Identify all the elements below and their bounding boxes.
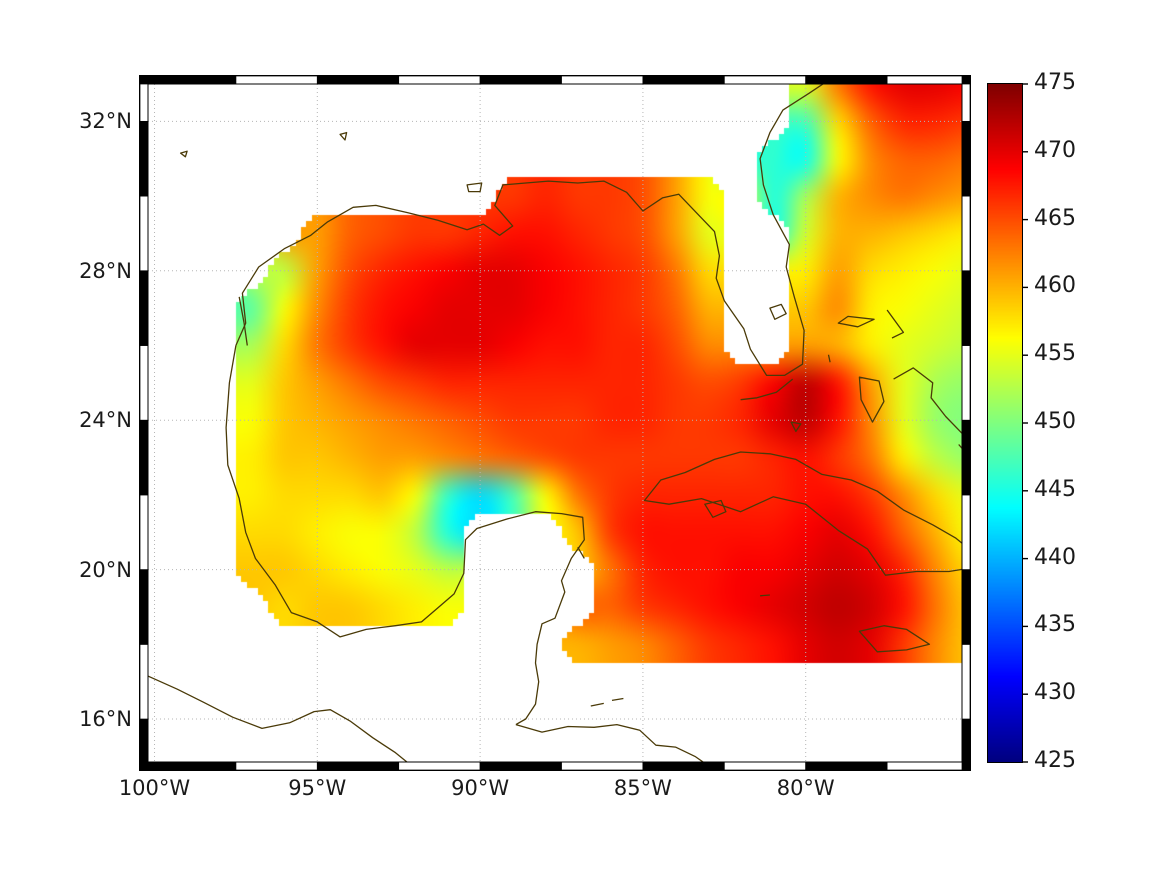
- frame-segment-top: [479, 75, 562, 85]
- y-tick-label: 28°N: [79, 258, 132, 283]
- y-tick-label: 16°N: [79, 707, 132, 732]
- colorbar-tick-label: 440: [1034, 544, 1076, 570]
- frame-segment-left: [139, 270, 149, 346]
- frame-segment-left: [139, 643, 149, 720]
- colorbar-tick-label: 435: [1034, 612, 1076, 638]
- frame-segment-left: [139, 569, 149, 645]
- frame-segment-left: [139, 83, 149, 122]
- frame-segment-top: [642, 75, 725, 85]
- frame-segment-left: [139, 419, 149, 496]
- frame-segment-right: [961, 419, 971, 496]
- x-tick-label: 100°W: [118, 776, 191, 800]
- frame-corner: [962, 762, 970, 770]
- frame-segment-top: [235, 75, 318, 85]
- colorbar-tick-label: 445: [1034, 476, 1076, 502]
- frame-segment-top: [886, 75, 963, 85]
- colorbar-tick-label: 475: [1034, 70, 1076, 95]
- frame-segment-right: [961, 569, 971, 645]
- frame-segment-bottom: [805, 761, 888, 771]
- frame-segment-left: [139, 120, 149, 197]
- x-tick-label: 90°W: [451, 776, 510, 800]
- frame-segment-top: [316, 75, 400, 85]
- colorbar-tick-label: 465: [1034, 205, 1076, 231]
- frame-segment-bottom: [154, 761, 237, 771]
- x-tick-label: 80°W: [776, 776, 835, 800]
- frame-segment-right: [961, 270, 971, 346]
- frame-segment-bottom: [479, 761, 562, 771]
- frame-segment-right: [961, 718, 971, 763]
- colorbar-tick-label: 430: [1034, 680, 1076, 706]
- colorbar-tick-label: 450: [1034, 409, 1076, 434]
- frame-segment-left: [139, 718, 149, 763]
- frame-segment-left: [139, 195, 149, 272]
- frame-segment-bottom: [723, 761, 807, 771]
- frame-segment-right: [961, 83, 971, 122]
- frame-segment-bottom: [147, 761, 155, 771]
- frame-segment-bottom: [316, 761, 400, 771]
- x-tick-label: 85°W: [613, 776, 672, 800]
- y-tick-label: 32°N: [79, 109, 132, 134]
- y-tick-label: 20°N: [79, 557, 132, 582]
- y-tick-label: 24°N: [79, 408, 132, 433]
- frame-segment-right: [961, 494, 971, 570]
- colorbar-tick-label: 460: [1034, 273, 1076, 299]
- frame-segment-bottom: [886, 761, 963, 771]
- gulf-of-mexico-heatmap-canvas: [148, 84, 962, 762]
- colorbar-tick-label: 425: [1034, 748, 1076, 773]
- frame-segment-top: [805, 75, 888, 85]
- colorbar-tick-label: 470: [1034, 137, 1076, 163]
- frame-segment-top: [561, 75, 644, 85]
- frame-segment-right: [961, 345, 971, 421]
- coastline-haiti-northwest: [963, 573, 972, 579]
- frame-segment-left: [139, 494, 149, 570]
- frame-segment-right: [961, 643, 971, 720]
- frame-segment-top: [723, 75, 807, 85]
- frame-corner: [140, 762, 148, 770]
- colorbar-tick-label: 455: [1034, 341, 1076, 367]
- x-tick-label: 95°W: [288, 776, 347, 800]
- frame-segment-left: [139, 345, 149, 421]
- frame-corner: [140, 76, 148, 84]
- frame-segment-bottom: [235, 761, 318, 771]
- frame-segment-bottom: [642, 761, 725, 771]
- frame-segment-top: [147, 75, 155, 85]
- frame-segment-top: [154, 75, 237, 85]
- frame-corner: [962, 76, 970, 84]
- frame-segment-top: [398, 75, 481, 85]
- frame-segment-right: [961, 120, 971, 197]
- colorbar-gradient: [988, 84, 1022, 762]
- frame-segment-bottom: [561, 761, 644, 771]
- frame-segment-right: [961, 195, 971, 272]
- frame-segment-bottom: [398, 761, 481, 771]
